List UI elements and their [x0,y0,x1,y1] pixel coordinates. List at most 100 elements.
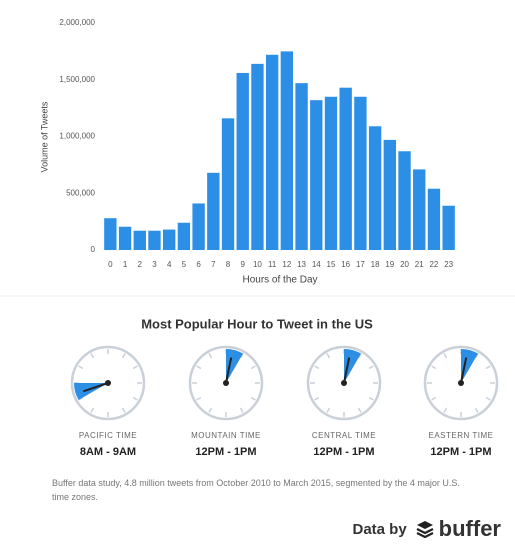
clock-tick [314,365,320,370]
x-tick-label: 17 [356,260,365,269]
clock-hand [460,357,468,384]
zone-label: CENTRAL TIME [312,431,376,440]
clock-tick [443,407,448,413]
x-tick-label: 11 [268,260,277,269]
clock-tick [314,396,320,401]
clock-tick [250,396,256,401]
y-tick-label: 500,000 [66,188,95,197]
clock-tick [121,353,126,359]
clock-tick [431,396,437,401]
bar [324,96,338,251]
clock-tick [250,365,256,370]
x-tick-label: 6 [196,260,201,269]
clock-center [341,380,347,386]
clock-tick [208,407,213,413]
clock-tick [474,407,479,413]
bar [177,222,191,250]
bar [427,188,441,250]
x-tick-label: 2 [138,260,143,269]
bar [236,72,249,250]
time-label: 12PM - 1PM [313,446,374,458]
y-tick-label: 2,000,000 [59,18,95,27]
credit: Data by buffer [352,516,501,542]
clock-center [458,380,464,386]
x-tick-label: 19 [385,260,394,269]
clock-tick [78,365,84,370]
clock-tick [431,365,437,370]
clock-tick [485,396,491,401]
clock-tick [239,407,244,413]
y-tick-label: 0 [91,245,96,254]
footnote: Buffer data study, 4.8 million tweets fr… [52,478,460,502]
clock-tick [196,365,202,370]
bar [118,226,132,250]
credit-text: Data by [352,520,407,538]
bar [133,230,146,250]
x-tick-label: 1 [123,260,128,269]
time-label: 8AM - 9AM [80,446,136,458]
bar [148,230,161,250]
bar [251,63,264,250]
clock-tick [326,353,331,359]
x-tick-label: 4 [167,260,172,269]
clock-hand [83,382,109,393]
clock-tick [208,353,213,359]
bar [383,139,396,250]
bar [280,51,294,250]
zone-label: MOUNTAIN TIME [191,431,261,440]
clock-tick [90,407,95,413]
clock-hand [343,357,351,384]
x-tick-label: 12 [282,260,291,269]
y-tick-label: 1,500,000 [59,75,95,84]
clock-tick [121,407,126,413]
bar [207,172,220,250]
x-tick-label: 23 [444,260,453,269]
x-tick-label: 22 [429,260,438,269]
buffer-logo [416,521,434,539]
bar [339,87,352,250]
x-tick-label: 7 [211,260,216,269]
clock-tick [368,365,374,370]
x-tick-label: 3 [152,260,157,269]
chart: Volume of Tweets Hours of the Day Most P… [0,18,515,458]
brand: buffer [438,516,501,541]
clock-tick [196,396,202,401]
clock-hand [225,357,233,384]
bar [265,54,279,250]
bar [398,151,411,250]
clock-tick [326,407,331,413]
clock-tick [443,353,448,359]
clock-center [105,380,111,386]
zone-label: EASTERN TIME [429,431,494,440]
clock-center [223,380,229,386]
hour-wedge [74,383,108,400]
x-tick-label: 0 [108,260,113,269]
x-tick-label: 16 [341,260,350,269]
clock-tick [90,353,95,359]
x-tick-label: 5 [182,260,187,269]
x-tick-label: 18 [371,260,380,269]
bar [354,96,367,251]
bar [221,118,235,250]
x-tick-label: 9 [241,260,246,269]
x-tick-label: 15 [327,260,336,269]
x-tick-label: 10 [253,260,262,269]
bar [413,169,426,250]
x-tick-label: 13 [297,260,306,269]
bar [310,100,323,251]
clock-tick [132,396,138,401]
clocks-title: Most Popular Hour to Tweet in the US [141,316,373,331]
x-tick-label: 14 [312,260,321,269]
y-axis-label: Volume of Tweets [39,101,49,172]
x-tick-label: 20 [400,260,409,269]
bar [368,126,382,250]
time-label: 12PM - 1PM [430,446,491,458]
bar [163,229,176,250]
bar [295,83,308,250]
bar [104,218,117,250]
x-axis-label: Hours of the Day [242,275,317,286]
bar [192,203,205,250]
clock-tick [132,365,138,370]
clock-tick [368,396,374,401]
